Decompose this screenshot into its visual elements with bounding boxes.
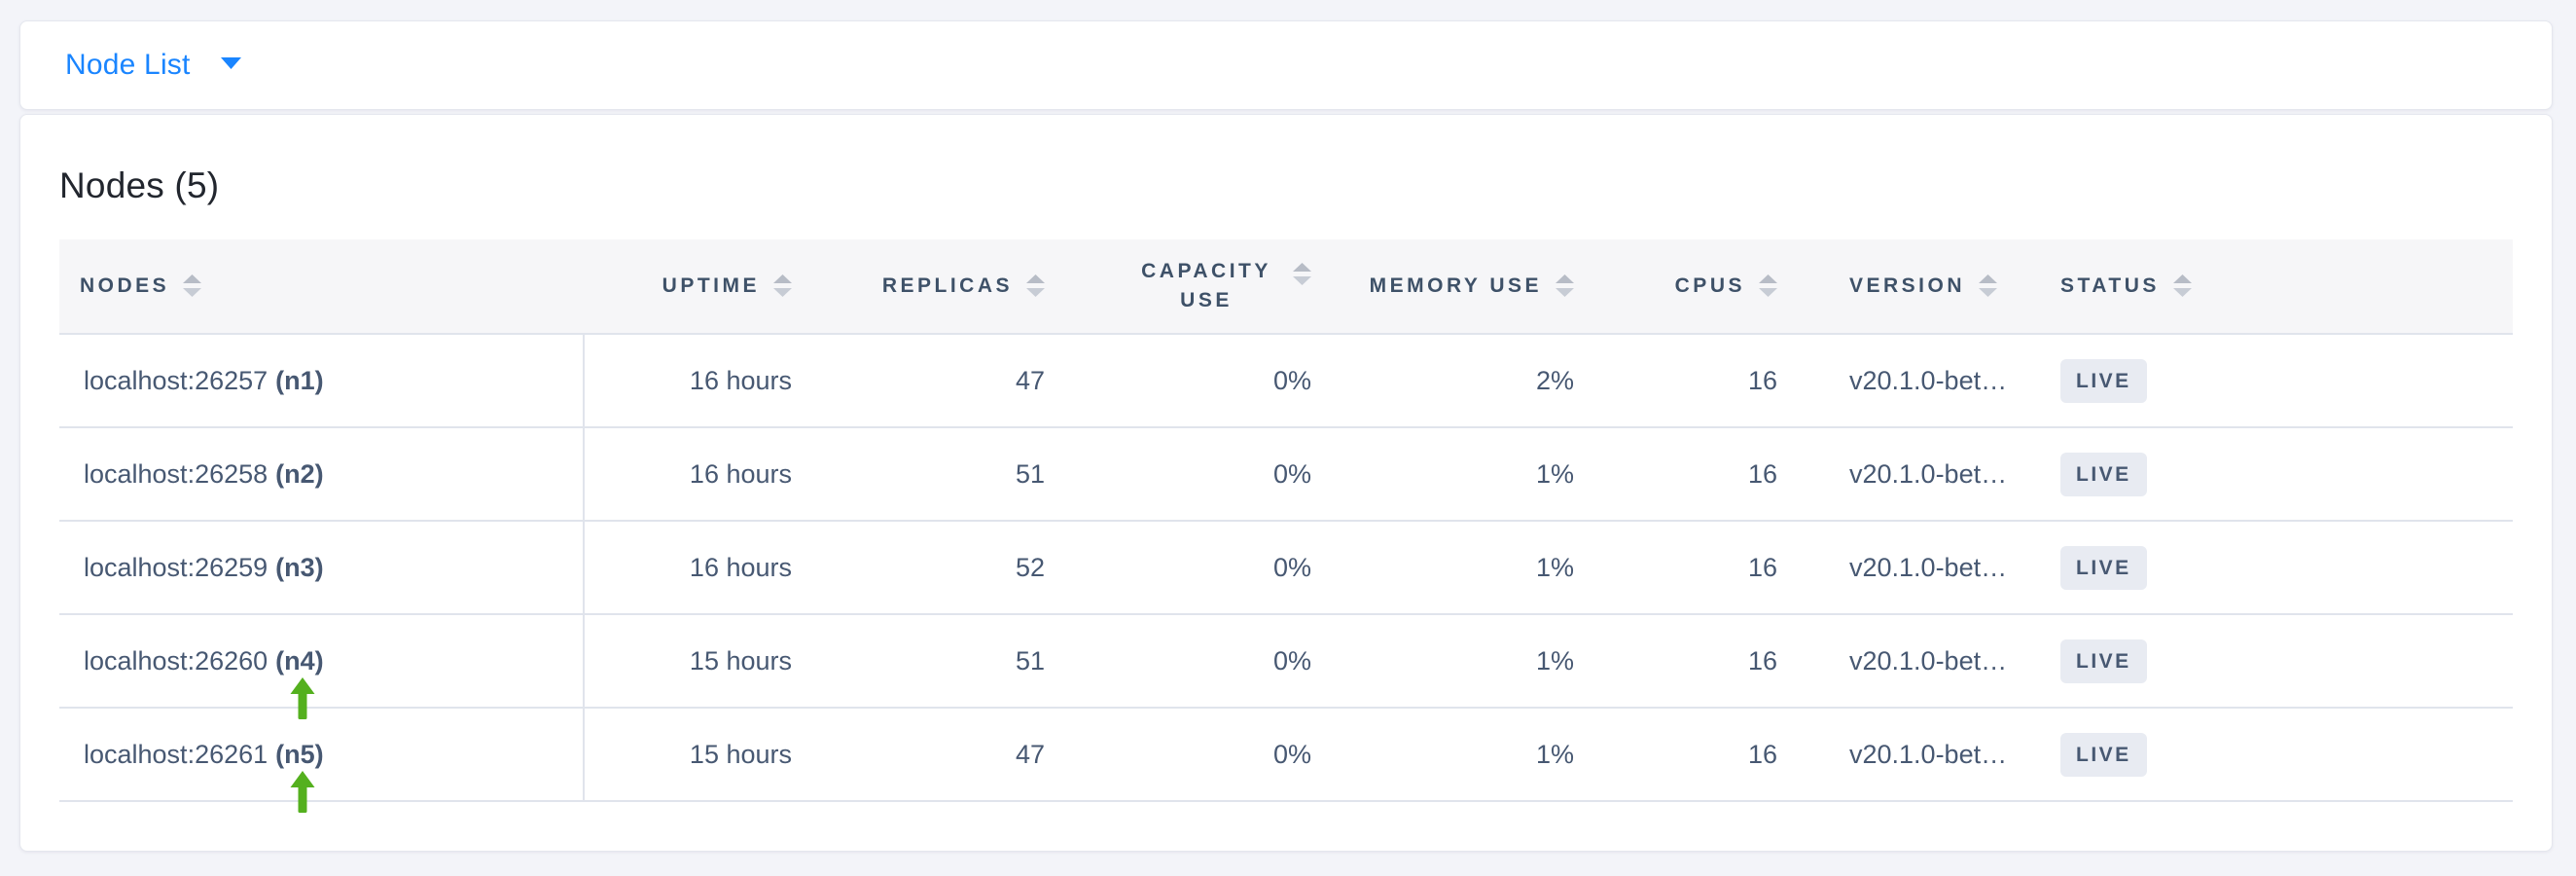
column-header-cpus[interactable]: CPUS <box>1582 239 1781 334</box>
replicas-cell: 47 <box>813 333 1056 427</box>
uptime-cell: 15 hours <box>584 707 813 801</box>
cpus-cell: 16 <box>1582 707 1781 801</box>
status-badge: LIVE <box>2060 452 2147 496</box>
replicas-cell: 52 <box>813 520 1056 614</box>
column-header-label: REPLICAS <box>881 274 1013 297</box>
replicas-cell: 51 <box>813 613 1056 708</box>
column-header-label: CAPACITY USE <box>1141 259 1271 311</box>
memory-use-cell: 1% <box>1319 613 1582 708</box>
column-header-uptime[interactable]: UPTIME <box>584 239 813 334</box>
node-address: localhost:26258 <box>84 458 268 489</box>
node-id: (n5) <box>275 739 324 769</box>
replicas-cell: 51 <box>813 426 1056 521</box>
replicas-cell: 47 <box>813 707 1056 801</box>
node-address: localhost:26257 <box>84 365 268 395</box>
status-cell: LIVE <box>2029 333 2513 427</box>
status-badge: LIVE <box>2060 545 2147 590</box>
caret-down-icon <box>220 56 242 75</box>
column-header-replicas[interactable]: REPLICAS <box>813 239 1056 334</box>
status-cell: LIVE <box>2029 520 2513 614</box>
uptime-cell: 15 hours <box>584 613 813 708</box>
column-header-memory-use[interactable]: MEMORY USE <box>1319 239 1582 334</box>
column-header-nodes[interactable]: NODES <box>59 239 584 334</box>
sort-icon <box>1293 262 1311 286</box>
capacity-use-cell: 0% <box>1056 426 1319 521</box>
version-cell: v20.1.0-bet… <box>1781 707 2029 801</box>
version-cell: v20.1.0-bet… <box>1781 333 2029 427</box>
table-row-n3[interactable]: localhost:26259 (n3) 16 hours 52 0% 1% 16… <box>59 520 2513 614</box>
table-body: localhost:26257 (n1) 16 hours 47 0% 2% 16… <box>59 333 2513 813</box>
cpus-cell: 16 <box>1582 333 1781 427</box>
arrow-up-icon <box>290 771 315 814</box>
node-address-cell: localhost:26261 (n5) <box>59 707 585 813</box>
column-header-version[interactable]: VERSION <box>1781 239 2029 334</box>
cpus-cell: 16 <box>1582 520 1781 614</box>
column-header-label: UPTIME <box>662 274 760 297</box>
sort-icon <box>1026 274 1045 298</box>
column-header-label: MEMORY USE <box>1369 274 1542 297</box>
node-address-cell: localhost:26258 (n2) <box>59 426 585 521</box>
cpus-cell: 16 <box>1582 613 1781 708</box>
node-list-dropdown-label: Node List <box>65 49 191 81</box>
table-row-n4[interactable]: localhost:26260 (n4) 15 hours 51 0% 1% 16… <box>59 613 2513 719</box>
sort-icon <box>1556 274 1574 298</box>
sort-icon <box>1979 274 1998 298</box>
table-row-n1[interactable]: localhost:26257 (n1) 16 hours 47 0% 2% 16… <box>59 333 2513 427</box>
sort-icon <box>183 274 202 298</box>
column-header-label: STATUS <box>2060 274 2160 297</box>
status-cell: LIVE <box>2029 613 2513 708</box>
column-header-label: NODES <box>80 274 170 297</box>
column-header-capacity-use[interactable]: CAPACITY USE <box>1056 239 1319 334</box>
column-header-label: CPUS <box>1674 274 1745 297</box>
capacity-use-cell: 0% <box>1056 707 1319 801</box>
page-header-bar: Node List <box>19 20 2553 110</box>
version-cell: v20.1.0-bet… <box>1781 613 2029 708</box>
version-cell: v20.1.0-bet… <box>1781 520 2029 614</box>
capacity-use-cell: 0% <box>1056 613 1319 708</box>
column-header-status[interactable]: STATUS <box>2029 239 2513 334</box>
status-badge: LIVE <box>2060 639 2147 683</box>
memory-use-cell: 1% <box>1319 426 1582 521</box>
status-badge: LIVE <box>2060 732 2147 777</box>
version-cell: v20.1.0-bet… <box>1781 426 2029 521</box>
table-row-n5[interactable]: localhost:26261 (n5) 15 hours 47 0% 1% 16… <box>59 707 2513 813</box>
memory-use-cell: 2% <box>1319 333 1582 427</box>
node-id: (n1) <box>275 365 324 395</box>
table-header: NODES UPTIME REPLICAS <box>59 239 2513 334</box>
sort-icon <box>773 274 792 298</box>
status-badge: LIVE <box>2060 358 2147 403</box>
node-address-cell: localhost:26260 (n4) <box>59 613 585 719</box>
page-title: Nodes (5) <box>59 165 220 205</box>
capacity-use-cell: 0% <box>1056 520 1319 614</box>
node-id: (n3) <box>275 552 324 582</box>
column-header-label: VERSION <box>1849 274 1966 297</box>
node-address: localhost:26261 <box>84 739 268 769</box>
uptime-cell: 16 hours <box>584 520 813 614</box>
status-cell: LIVE <box>2029 426 2513 521</box>
capacity-use-cell: 0% <box>1056 333 1319 427</box>
node-list-dropdown[interactable]: Node List <box>65 49 242 82</box>
status-cell: LIVE <box>2029 707 2513 801</box>
memory-use-cell: 1% <box>1319 707 1582 801</box>
node-address: localhost:26259 <box>84 552 268 582</box>
uptime-cell: 16 hours <box>584 426 813 521</box>
node-address-cell: localhost:26259 (n3) <box>59 520 585 614</box>
nodes-table: NODES UPTIME REPLICAS <box>59 239 2513 813</box>
uptime-cell: 16 hours <box>584 333 813 427</box>
node-address: localhost:26260 <box>84 645 268 675</box>
table-row-n2[interactable]: localhost:26258 (n2) 16 hours 51 0% 1% 16… <box>59 426 2513 521</box>
sort-icon <box>2172 274 2192 298</box>
sort-icon <box>1759 274 1777 298</box>
node-id: (n2) <box>275 458 324 489</box>
node-address-cell: localhost:26257 (n1) <box>59 333 585 427</box>
nodes-card: Nodes (5) NODES UPTIME <box>19 114 2553 852</box>
memory-use-cell: 1% <box>1319 520 1582 614</box>
node-id: (n4) <box>275 645 324 675</box>
cpus-cell: 16 <box>1582 426 1781 521</box>
